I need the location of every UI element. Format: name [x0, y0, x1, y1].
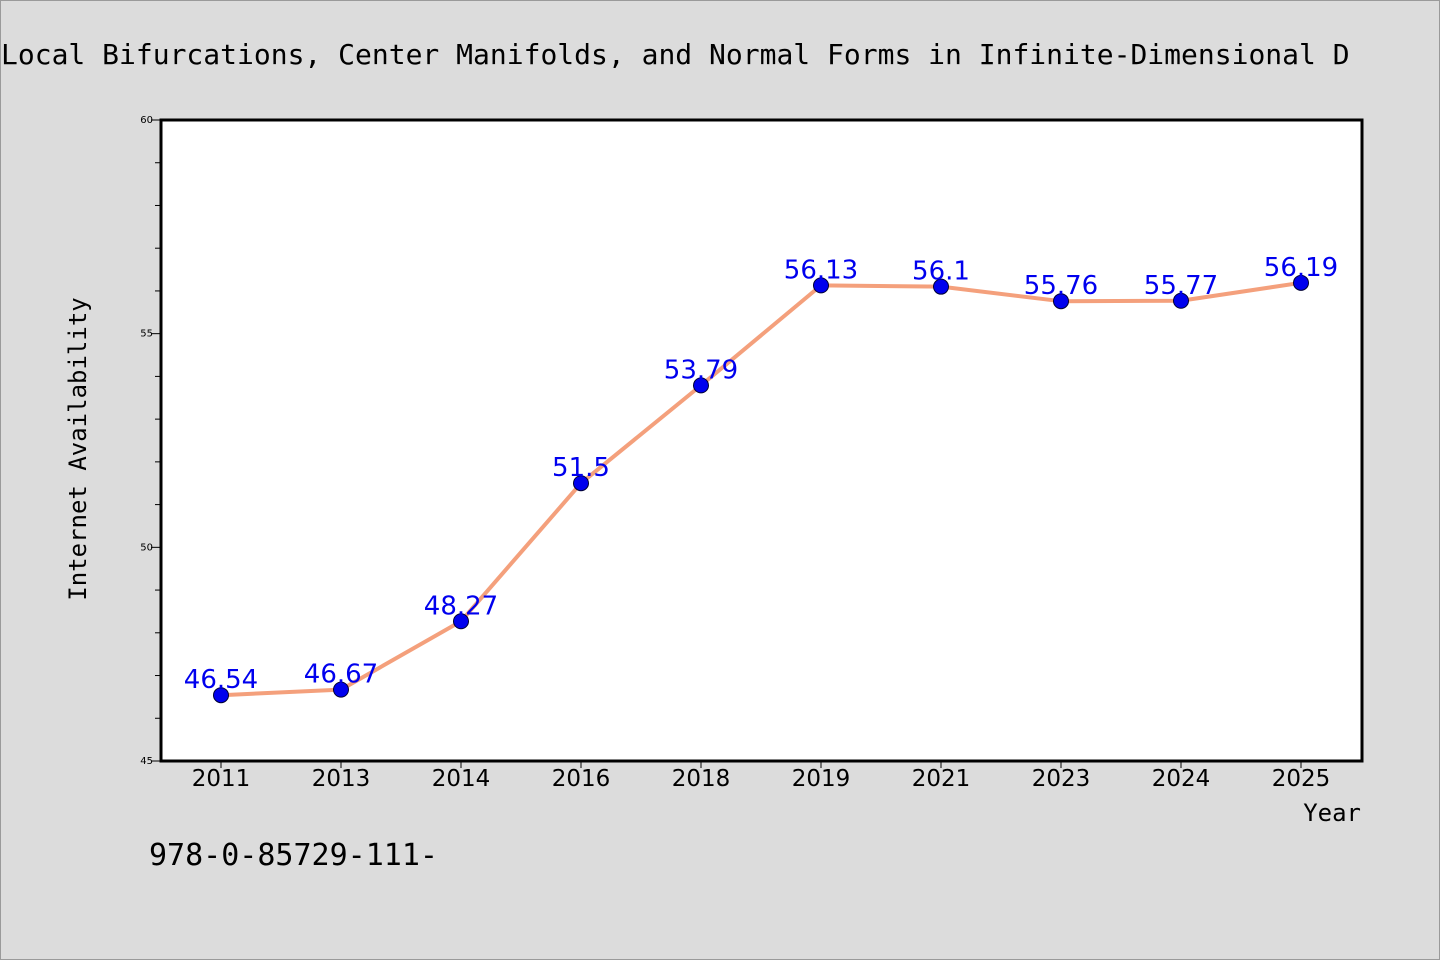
data-label: 53.79	[664, 355, 738, 385]
data-label: 46.67	[304, 660, 378, 690]
chart-title: Local Bifurcations, Center Manifolds, an…	[1, 38, 1350, 71]
data-markers	[213, 274, 1309, 704]
x-tick-label: 2025	[1272, 766, 1331, 792]
data-labels: 46.54 46.67 48.27 51.5 53.79 56.13 56.1 55.76 55…	[184, 253, 1338, 695]
y-axis-label: Internet Availability	[64, 297, 92, 600]
x-tick-label: 2018	[672, 766, 731, 792]
x-tick-label: 2024	[1152, 766, 1211, 792]
y-tick-label: 55	[140, 329, 153, 340]
x-tick-label: 2014	[432, 766, 491, 792]
y-tick-label: 45	[140, 756, 153, 767]
footer-code: 978-0-85729-111-	[149, 838, 438, 873]
data-point	[453, 613, 469, 630]
x-tick-label: 2016	[552, 766, 611, 792]
data-label: 55.76	[1024, 271, 1098, 301]
plot-area	[159, 118, 1364, 763]
series-line	[219, 280, 1303, 698]
data-point	[1173, 292, 1189, 309]
data-point	[1053, 293, 1069, 310]
x-tick-label: 2023	[1032, 766, 1091, 792]
data-point	[333, 681, 349, 698]
x-tick-label: 2013	[312, 766, 371, 792]
x-axis: 2011 2013 2014 2016 2018 2019 2021 2023 2024 2025	[192, 761, 1331, 792]
data-label: 46.54	[184, 665, 258, 695]
x-axis-label: Year	[1303, 799, 1361, 827]
data-label: 48.27	[424, 591, 498, 621]
data-label: 56.13	[784, 255, 858, 285]
data-point	[213, 687, 229, 704]
x-tick-label: 2019	[792, 766, 851, 792]
data-point	[933, 278, 949, 295]
data-point	[813, 277, 829, 294]
data-label: 56.1	[912, 257, 970, 287]
data-label: 56.19	[1264, 253, 1338, 283]
data-label: 55.77	[1144, 271, 1218, 301]
data-label: 51.5	[552, 453, 610, 483]
x-tick-label: 2011	[192, 766, 251, 792]
y-tick-label: 50	[140, 542, 153, 553]
data-point	[1293, 274, 1309, 291]
data-point	[693, 377, 709, 394]
y-axis: 45 50 55 60	[140, 115, 161, 767]
y-tick-label: 60	[140, 115, 153, 126]
x-tick-label: 2021	[912, 766, 971, 792]
data-point	[573, 475, 589, 492]
